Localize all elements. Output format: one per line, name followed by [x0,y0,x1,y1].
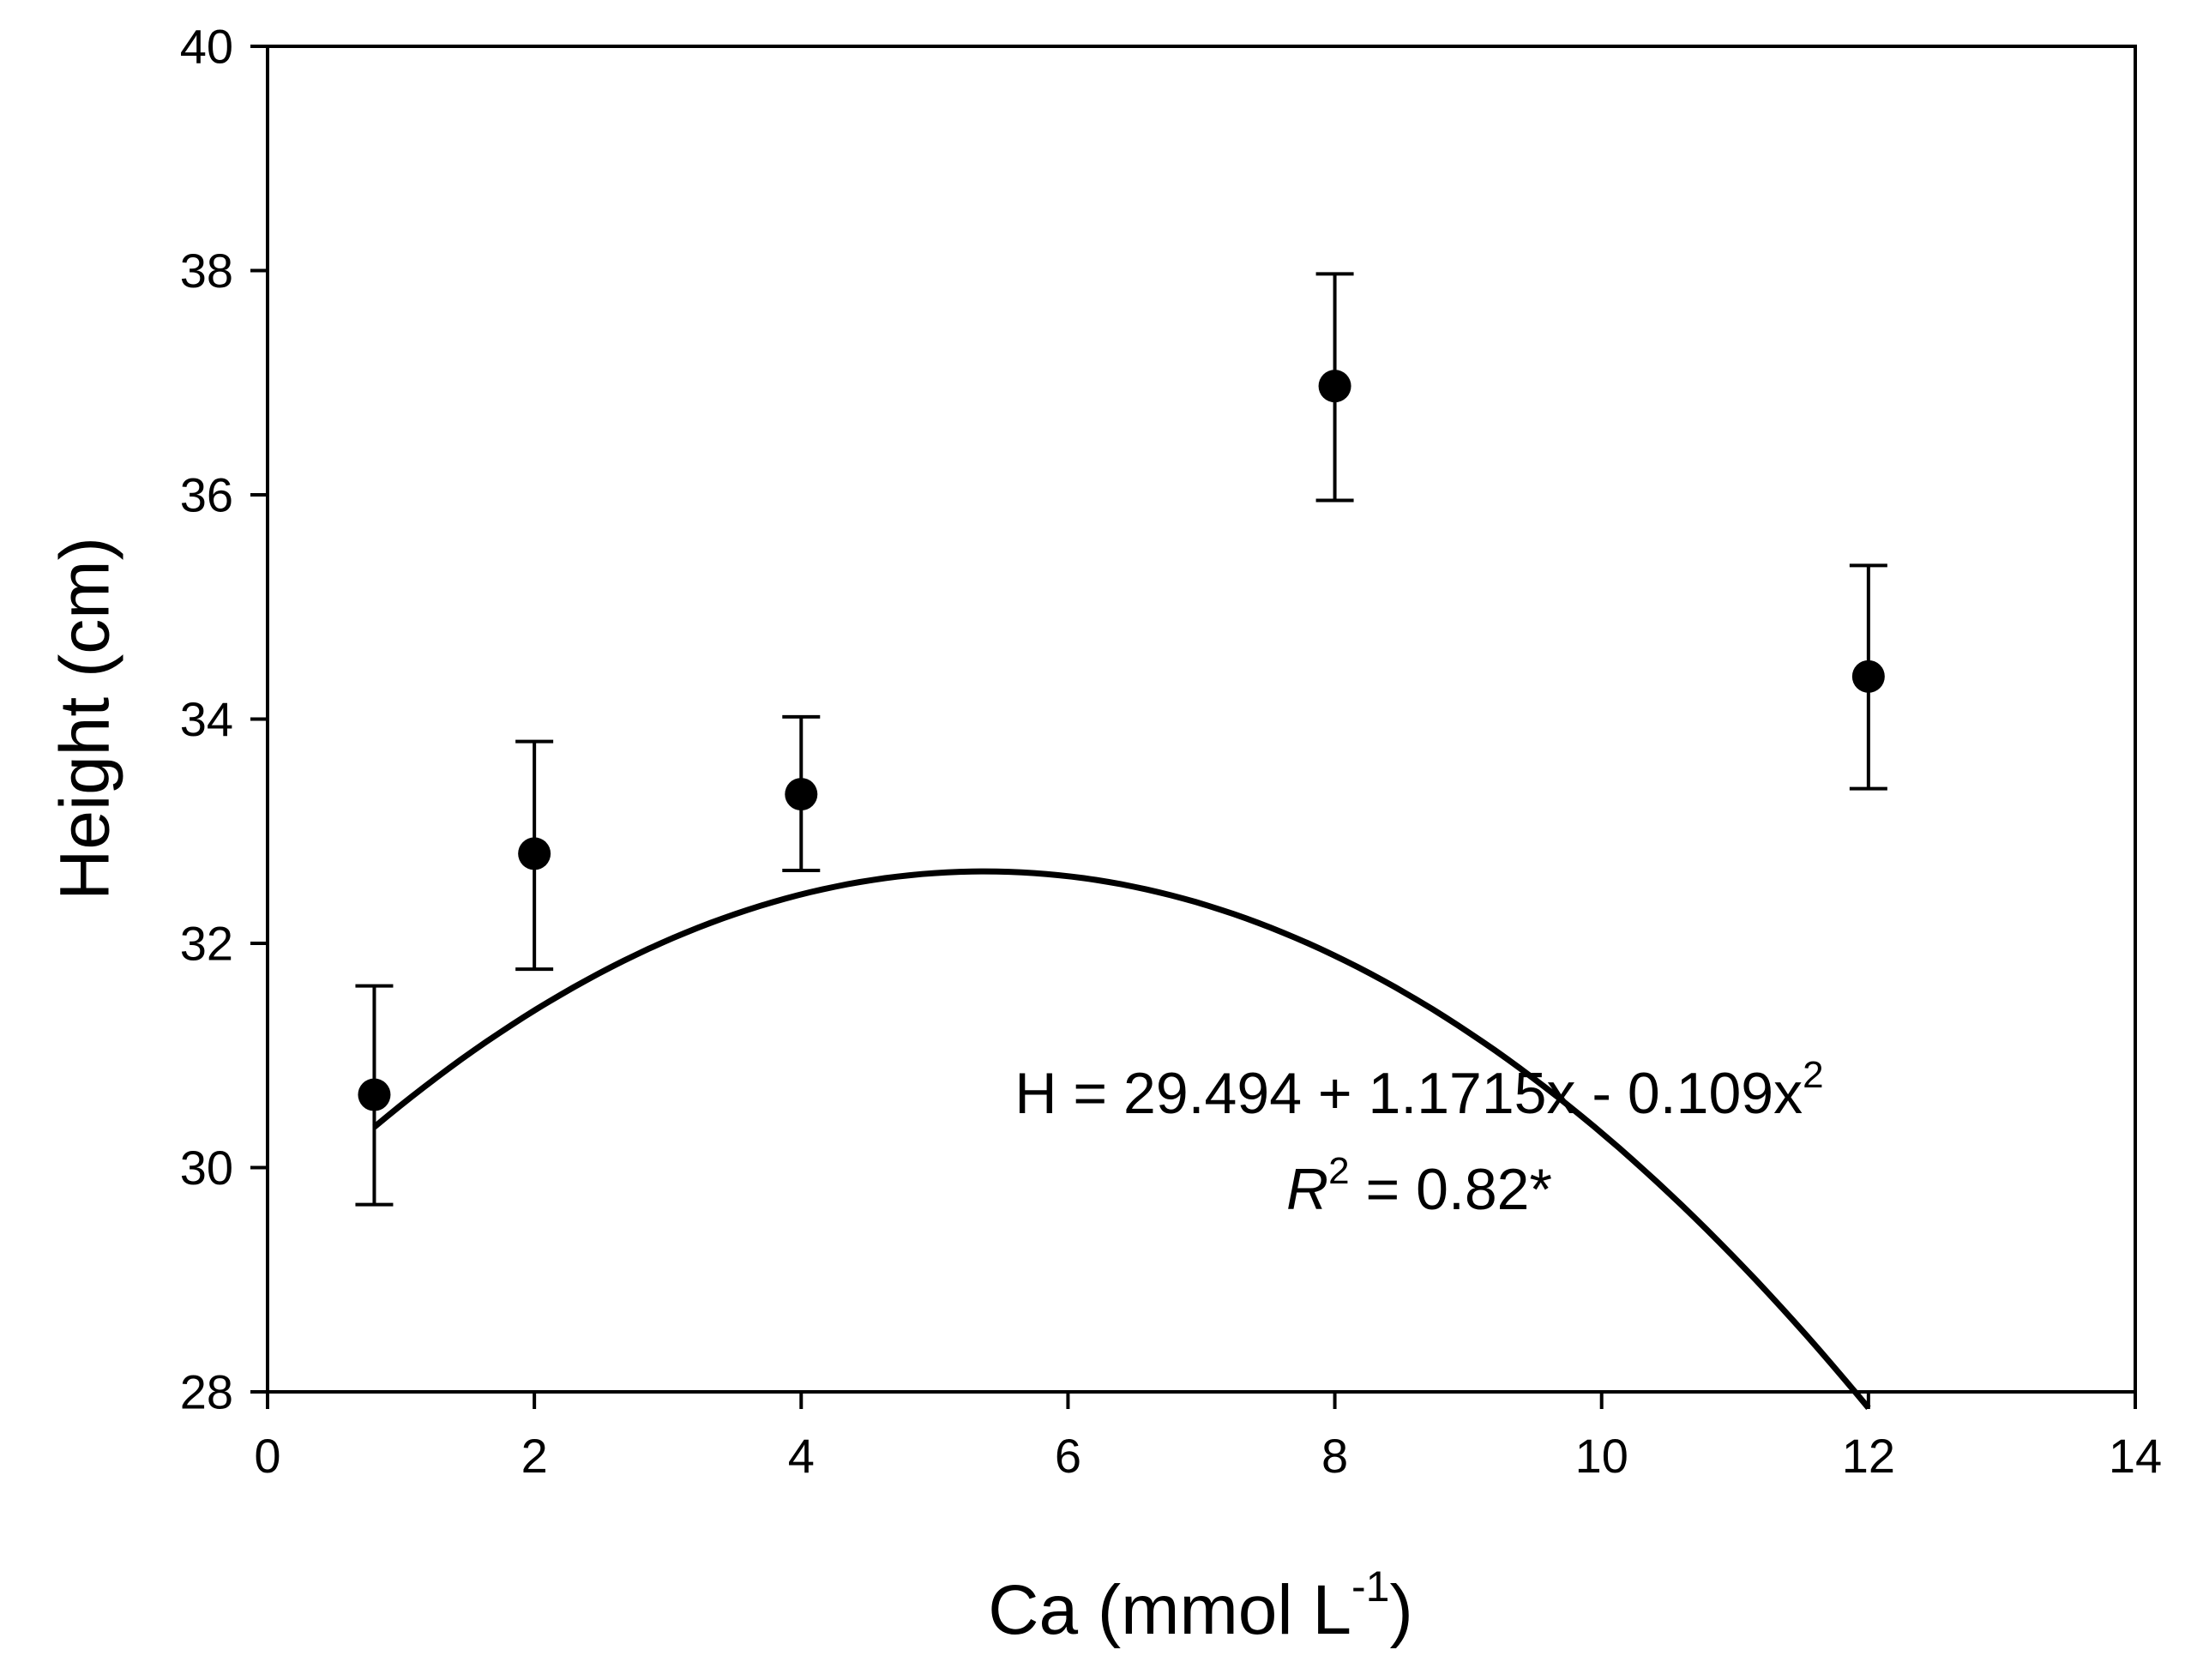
plot-frame [266,45,2137,1394]
data-point [358,1078,391,1111]
y-tick-label: 40 [180,20,233,74]
data-point [785,778,818,811]
x-axis-ticks: 0 2 4 6 8 10 12 14 [254,1392,2162,1483]
r-squared-superscript: 2 [1328,1150,1349,1192]
data-point [518,837,551,870]
r-squared: R2 = 0.82* [1286,1150,1552,1222]
r-squared-value: = 0.82* [1350,1157,1552,1222]
y-tick-label: 34 [180,692,233,746]
x-axis-title-main: Ca (mmol L [988,1571,1351,1649]
x-tick-label: 0 [254,1429,280,1483]
fit-equation-superscript: 2 [1803,1054,1823,1096]
x-tick-label: 6 [1055,1429,1081,1483]
x-axis-title: Ca (mmol L-1) [988,1563,1413,1649]
y-tick-label: 32 [180,917,233,971]
x-tick-label: 8 [1321,1429,1348,1483]
data-points [358,370,1885,1111]
y-axis-title: Height (cm) [46,537,124,900]
x-axis-title-end: ) [1389,1571,1412,1649]
y-axis-ticks: 28 30 32 34 36 38 40 [180,20,268,1419]
x-tick-label: 2 [521,1429,548,1483]
fit-equation-main: H = 29.494 + 1.1715x - 0.109x [1014,1061,1803,1126]
data-point [1318,370,1351,403]
x-axis-title-superscript: -1 [1351,1563,1389,1611]
r-squared-symbol: R [1286,1157,1328,1222]
regression-curve [372,868,1871,1411]
fit-equation: H = 29.494 + 1.1715x - 0.109x2 [1014,1054,1823,1126]
y-tick-label: 30 [180,1141,233,1195]
x-tick-label: 12 [1842,1429,1895,1483]
y-tick-label: 36 [180,468,233,522]
data-point [1851,659,1885,693]
y-tick-label: 28 [180,1365,233,1419]
y-tick-label: 38 [180,244,233,298]
x-tick-label: 14 [2109,1429,2162,1483]
x-tick-label: 4 [788,1429,815,1483]
x-tick-label: 10 [1575,1429,1628,1483]
